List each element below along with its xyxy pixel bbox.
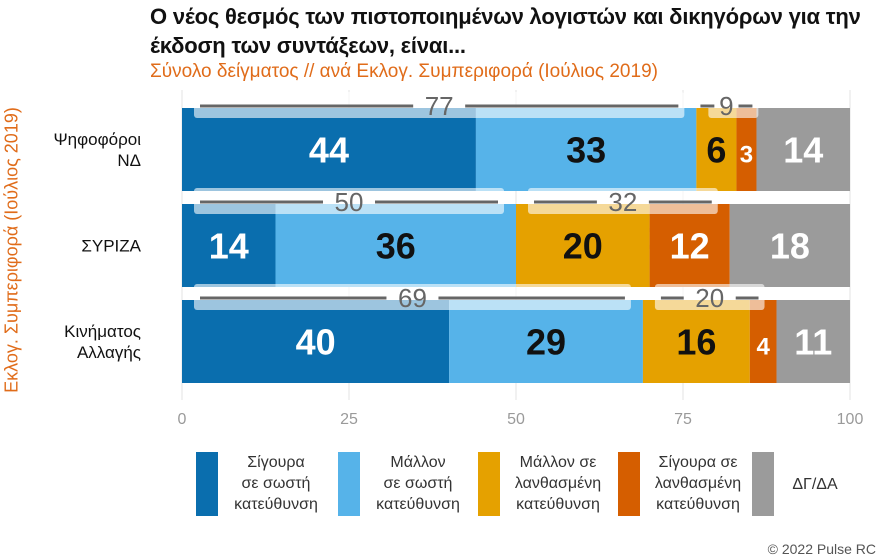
legend-label: ΔΓ/ΔΑ bbox=[792, 476, 838, 493]
legend-label: Σίγουρα σε σωστή κατεύθυνση bbox=[234, 454, 318, 513]
bar-value-label: 16 bbox=[676, 322, 716, 363]
total-annotation-value: 77 bbox=[425, 91, 454, 121]
bar-segment bbox=[182, 300, 450, 383]
legend-label: Μάλλον σε σωστή κατεύθυνση bbox=[376, 454, 460, 513]
bar-value-label: 12 bbox=[670, 226, 710, 267]
bar-segment bbox=[736, 108, 757, 191]
bar-segment bbox=[516, 204, 650, 287]
total-annotation-bg bbox=[528, 188, 718, 214]
bar-segment bbox=[275, 204, 516, 287]
bar-value-label: 33 bbox=[566, 130, 606, 171]
legend-label: Σίγουρα σε λανθασμένη κατεύθυνση bbox=[654, 454, 742, 513]
category-label: Ψηφοφόροι bbox=[53, 130, 141, 149]
legend-swatch bbox=[752, 452, 774, 516]
bar-segment bbox=[756, 108, 850, 191]
copyright-credit: © 2022 Pulse RC bbox=[767, 541, 876, 557]
chart-legend: Σίγουρα σε σωστή κατεύθυνση Μάλλον σε σωσ… bbox=[196, 452, 876, 518]
bar-value-label: 44 bbox=[309, 130, 349, 171]
category-label: Αλλαγής bbox=[77, 343, 141, 362]
bar-value-label: 3 bbox=[740, 142, 753, 169]
total-annotation-value: 20 bbox=[695, 283, 724, 313]
bar-segment bbox=[749, 300, 777, 383]
total-annotation-value: 9 bbox=[719, 91, 733, 121]
stacked-bar-chart: 0 25 50 75 100 44 33 6 3 14 Ψηφοφόροι ΝΔ 77 9 14 36 20 12… bbox=[53, 90, 864, 428]
total-annotation-bg bbox=[194, 284, 631, 310]
bar-value-label: 20 bbox=[563, 226, 603, 267]
total-annotation-value: 32 bbox=[608, 187, 637, 217]
bar-segment bbox=[729, 204, 850, 287]
bar-value-label: 11 bbox=[794, 322, 832, 363]
chart-title: Ο νέος θεσμός των πιστοποιημένων λογιστώ… bbox=[150, 4, 861, 58]
bar-segment bbox=[182, 108, 476, 191]
bar-value-label: 40 bbox=[296, 322, 336, 363]
bar-value-label: 18 bbox=[770, 226, 810, 267]
legend-swatch bbox=[196, 452, 218, 516]
bar-value-label: 6 bbox=[706, 130, 726, 171]
chart-subtitle: Σύνολο δείγματος // ανά Εκλογ. Συμπεριφο… bbox=[150, 61, 658, 82]
legend-swatch bbox=[338, 452, 360, 516]
bar-segment bbox=[776, 300, 850, 383]
bar-value-label: 14 bbox=[783, 130, 823, 171]
total-annotation-bg bbox=[194, 188, 504, 214]
x-tick-label: 50 bbox=[507, 411, 525, 428]
bar-value-label: 36 bbox=[376, 226, 416, 267]
bar-value-label: 14 bbox=[209, 226, 249, 267]
bar-segment bbox=[696, 108, 737, 191]
category-label: Κινήματος bbox=[64, 322, 141, 341]
bar-segment bbox=[649, 204, 730, 287]
total-annotation-value: 50 bbox=[335, 187, 364, 217]
x-tick-label: 0 bbox=[178, 411, 187, 428]
legend-label: Μάλλον σε λανθασμένη κατεύθυνση bbox=[514, 454, 602, 513]
bar-segment bbox=[449, 300, 643, 383]
x-tick-label: 25 bbox=[340, 411, 358, 428]
category-label: ΝΔ bbox=[117, 151, 141, 170]
total-annotation-bg bbox=[194, 92, 685, 118]
category-label: ΣΥΡΙΖΑ bbox=[81, 237, 141, 256]
x-tick-label: 75 bbox=[674, 411, 692, 428]
x-tick-label: 100 bbox=[837, 411, 864, 428]
total-annotation-bg bbox=[708, 92, 759, 118]
total-annotation-bg bbox=[654, 284, 765, 310]
bar-segment bbox=[182, 204, 276, 287]
bar-segment bbox=[475, 108, 697, 191]
legend-swatch bbox=[618, 452, 640, 516]
total-annotation-value: 69 bbox=[398, 283, 427, 313]
bar-value-label: 29 bbox=[526, 322, 566, 363]
legend-swatch bbox=[478, 452, 500, 516]
bar-value-label: 4 bbox=[756, 334, 770, 361]
bar-segment bbox=[642, 300, 750, 383]
